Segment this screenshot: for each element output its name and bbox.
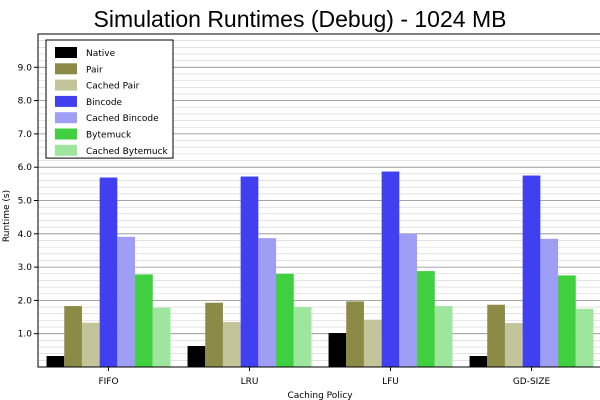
legend-label: Bincode bbox=[86, 98, 123, 108]
y-tick-label: 6.0 bbox=[18, 163, 33, 173]
bar-lru-bytemuck bbox=[276, 273, 294, 367]
legend-swatch bbox=[55, 63, 77, 75]
x-axis-ticks: FIFO LRU LFU GD-SIZE bbox=[98, 367, 550, 387]
bar-gd-size-native bbox=[469, 356, 488, 367]
legend-swatch bbox=[55, 95, 77, 107]
bar-lfu-cached-bytemuck bbox=[434, 306, 453, 367]
x-axis-label: Caching Policy bbox=[287, 391, 353, 400]
bar-lru-native bbox=[187, 346, 206, 367]
bar-gd-size-bytemuck bbox=[558, 275, 576, 367]
legend-label: Native bbox=[86, 49, 116, 59]
bar-lfu-pair bbox=[346, 301, 364, 367]
bar-lru-cached-bytemuck bbox=[293, 307, 312, 367]
y-axis-ticks: 1.0 2.0 3.0 4.0 5.0 6.0 7.0 8.0 9.0 bbox=[18, 63, 38, 340]
bar-fifo-native bbox=[46, 356, 65, 367]
x-tick-label: LRU bbox=[241, 377, 259, 387]
y-tick-label: 1.0 bbox=[18, 330, 33, 340]
y-tick-label: 4.0 bbox=[18, 230, 33, 240]
y-tick-label: 9.0 bbox=[18, 63, 33, 73]
bar-fifo-cached-bytemuck bbox=[152, 307, 171, 367]
bar-lfu-bytemuck bbox=[417, 271, 435, 367]
bar-lfu-cached-pair bbox=[363, 319, 382, 367]
y-tick-label: 7.0 bbox=[18, 130, 33, 140]
legend-label: Cached Bincode bbox=[86, 114, 159, 124]
bars bbox=[46, 171, 594, 367]
y-tick-label: 2.0 bbox=[18, 296, 33, 306]
bar-fifo-bytemuck bbox=[135, 274, 153, 367]
legend-swatch bbox=[55, 47, 77, 58]
bar-lru-bincode bbox=[240, 176, 259, 367]
bar-lfu-native bbox=[328, 333, 347, 367]
y-tick-label: 8.0 bbox=[18, 97, 33, 107]
legend-swatch bbox=[55, 79, 77, 91]
bar-lfu-cached-bincode bbox=[399, 233, 418, 367]
bar-lru-pair bbox=[205, 302, 223, 367]
bar-gd-size-cached-bytemuck bbox=[575, 308, 594, 367]
legend-swatch bbox=[55, 112, 77, 124]
legend-swatch bbox=[55, 144, 77, 156]
bar-fifo-cached-pair bbox=[81, 322, 100, 367]
x-tick-label: GD-SIZE bbox=[513, 377, 551, 387]
y-tick-label: 3.0 bbox=[18, 263, 33, 273]
bar-fifo-bincode bbox=[99, 177, 118, 367]
bar-lfu-bincode bbox=[381, 171, 400, 367]
legend-swatch bbox=[55, 128, 77, 140]
x-tick-label: FIFO bbox=[98, 377, 118, 387]
bar-fifo-cached-bincode bbox=[117, 236, 136, 367]
legend-label: Cached Pair bbox=[86, 82, 140, 92]
bar-gd-size-cached-bincode bbox=[540, 238, 559, 367]
bar-fifo-pair bbox=[64, 306, 82, 367]
legend-label: Pair bbox=[86, 65, 103, 75]
y-tick-label: 5.0 bbox=[18, 197, 33, 207]
bar-gd-size-bincode bbox=[522, 175, 541, 367]
legend-label: Bytemuck bbox=[86, 131, 132, 141]
bar-lru-cached-pair bbox=[222, 322, 241, 367]
y-axis-label: Runtime (s) bbox=[2, 190, 12, 242]
x-tick-label: LFU bbox=[382, 377, 399, 387]
chart-title: Simulation Runtimes (Debug) - 1024 MB bbox=[94, 6, 507, 32]
bar-gd-size-cached-pair bbox=[504, 323, 523, 367]
legend: Native Pair Cached Pair Bincode Cached Binco… bbox=[45, 39, 174, 159]
bar-gd-size-pair bbox=[487, 304, 505, 367]
legend-label: Cached Bytemuck bbox=[86, 147, 169, 157]
bar-lru-cached-bincode bbox=[258, 238, 277, 367]
